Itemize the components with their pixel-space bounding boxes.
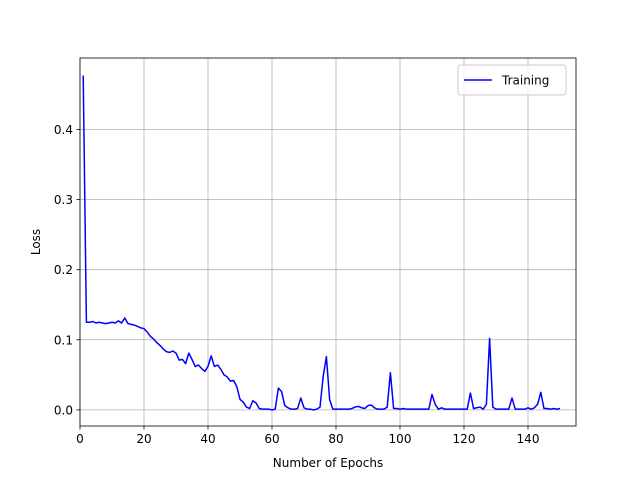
plot — [82, 75, 561, 411]
y-tick-label: 0.3 — [54, 193, 73, 207]
ticks: 0 20 40 60 80 100 120 140 0.0 0.1 0.2 0.3 0.4 — [54, 123, 540, 446]
x-tick-label: 100 — [389, 432, 412, 446]
axes-frame — [79, 57, 577, 427]
x-tick-label: 0 — [76, 432, 84, 446]
legend-box — [457, 64, 567, 96]
x-tick-label: 40 — [200, 432, 215, 446]
x-tick-label: 20 — [136, 432, 151, 446]
y-tick-label: 0.0 — [54, 403, 73, 417]
x-tick-label: 80 — [328, 432, 343, 446]
grid — [79, 58, 576, 426]
x-axis-label: Number of Epochs — [273, 456, 383, 470]
y-tick-label: 0.4 — [54, 123, 73, 137]
x-tick-label: 120 — [453, 432, 476, 446]
y-axis-label: Loss — [29, 229, 43, 255]
x-tick-label: 140 — [517, 432, 540, 446]
y-tick-label: 0.1 — [54, 333, 73, 347]
legend-label: Training — [501, 74, 549, 88]
data-line — [82, 75, 561, 411]
y-tick-label: 0.2 — [54, 263, 73, 277]
x-tick-label: 60 — [264, 432, 279, 446]
legend: Training — [457, 64, 567, 96]
